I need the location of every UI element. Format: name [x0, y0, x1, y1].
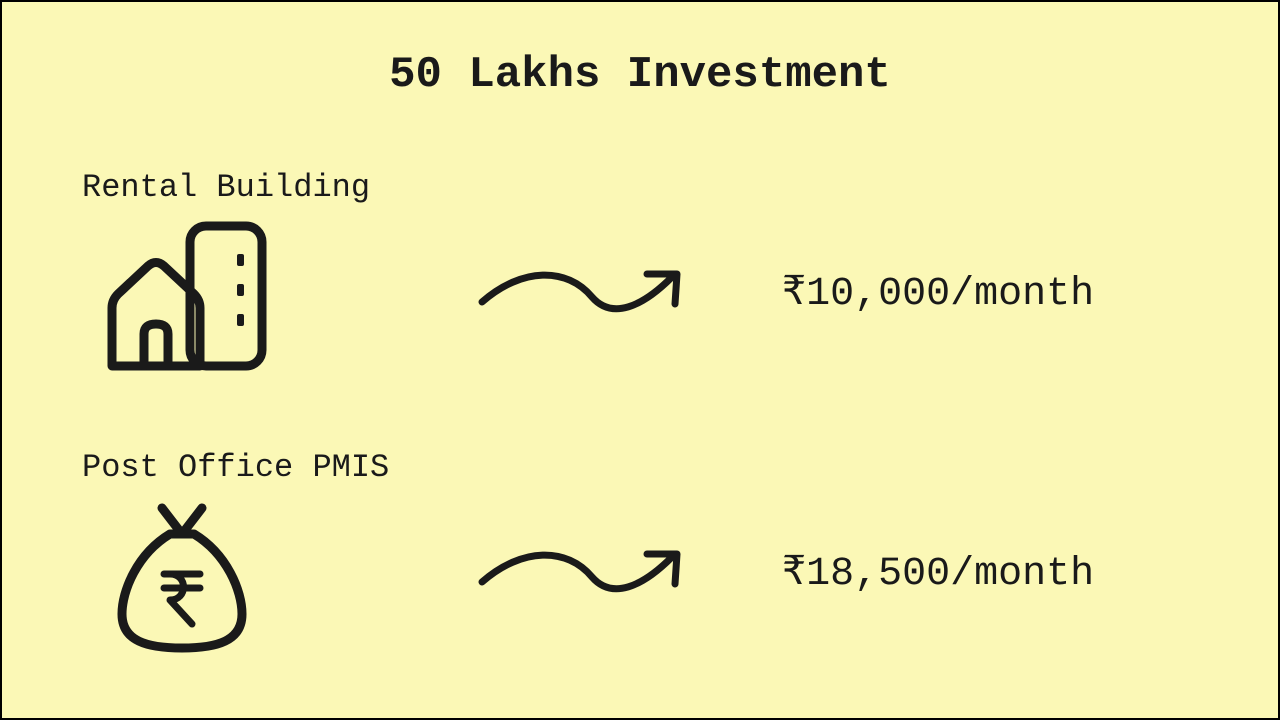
option-label-rental: Rental Building [82, 169, 370, 206]
buildings-icon [82, 216, 282, 376]
option-label-pmis: Post Office PMIS [82, 449, 389, 486]
money-bag-icon [82, 496, 282, 656]
return-amount-rental: ₹10,000/month [782, 268, 1094, 317]
option-row-rental: Rental Building [2, 142, 1278, 402]
wavy-arrow-icon [472, 532, 692, 612]
return-amount-pmis: ₹18,500/month [782, 548, 1094, 597]
option-row-pmis: Post Office PMIS [2, 422, 1278, 682]
page-title: 50 Lakhs Investment [2, 50, 1278, 100]
wavy-arrow-icon [472, 252, 692, 332]
